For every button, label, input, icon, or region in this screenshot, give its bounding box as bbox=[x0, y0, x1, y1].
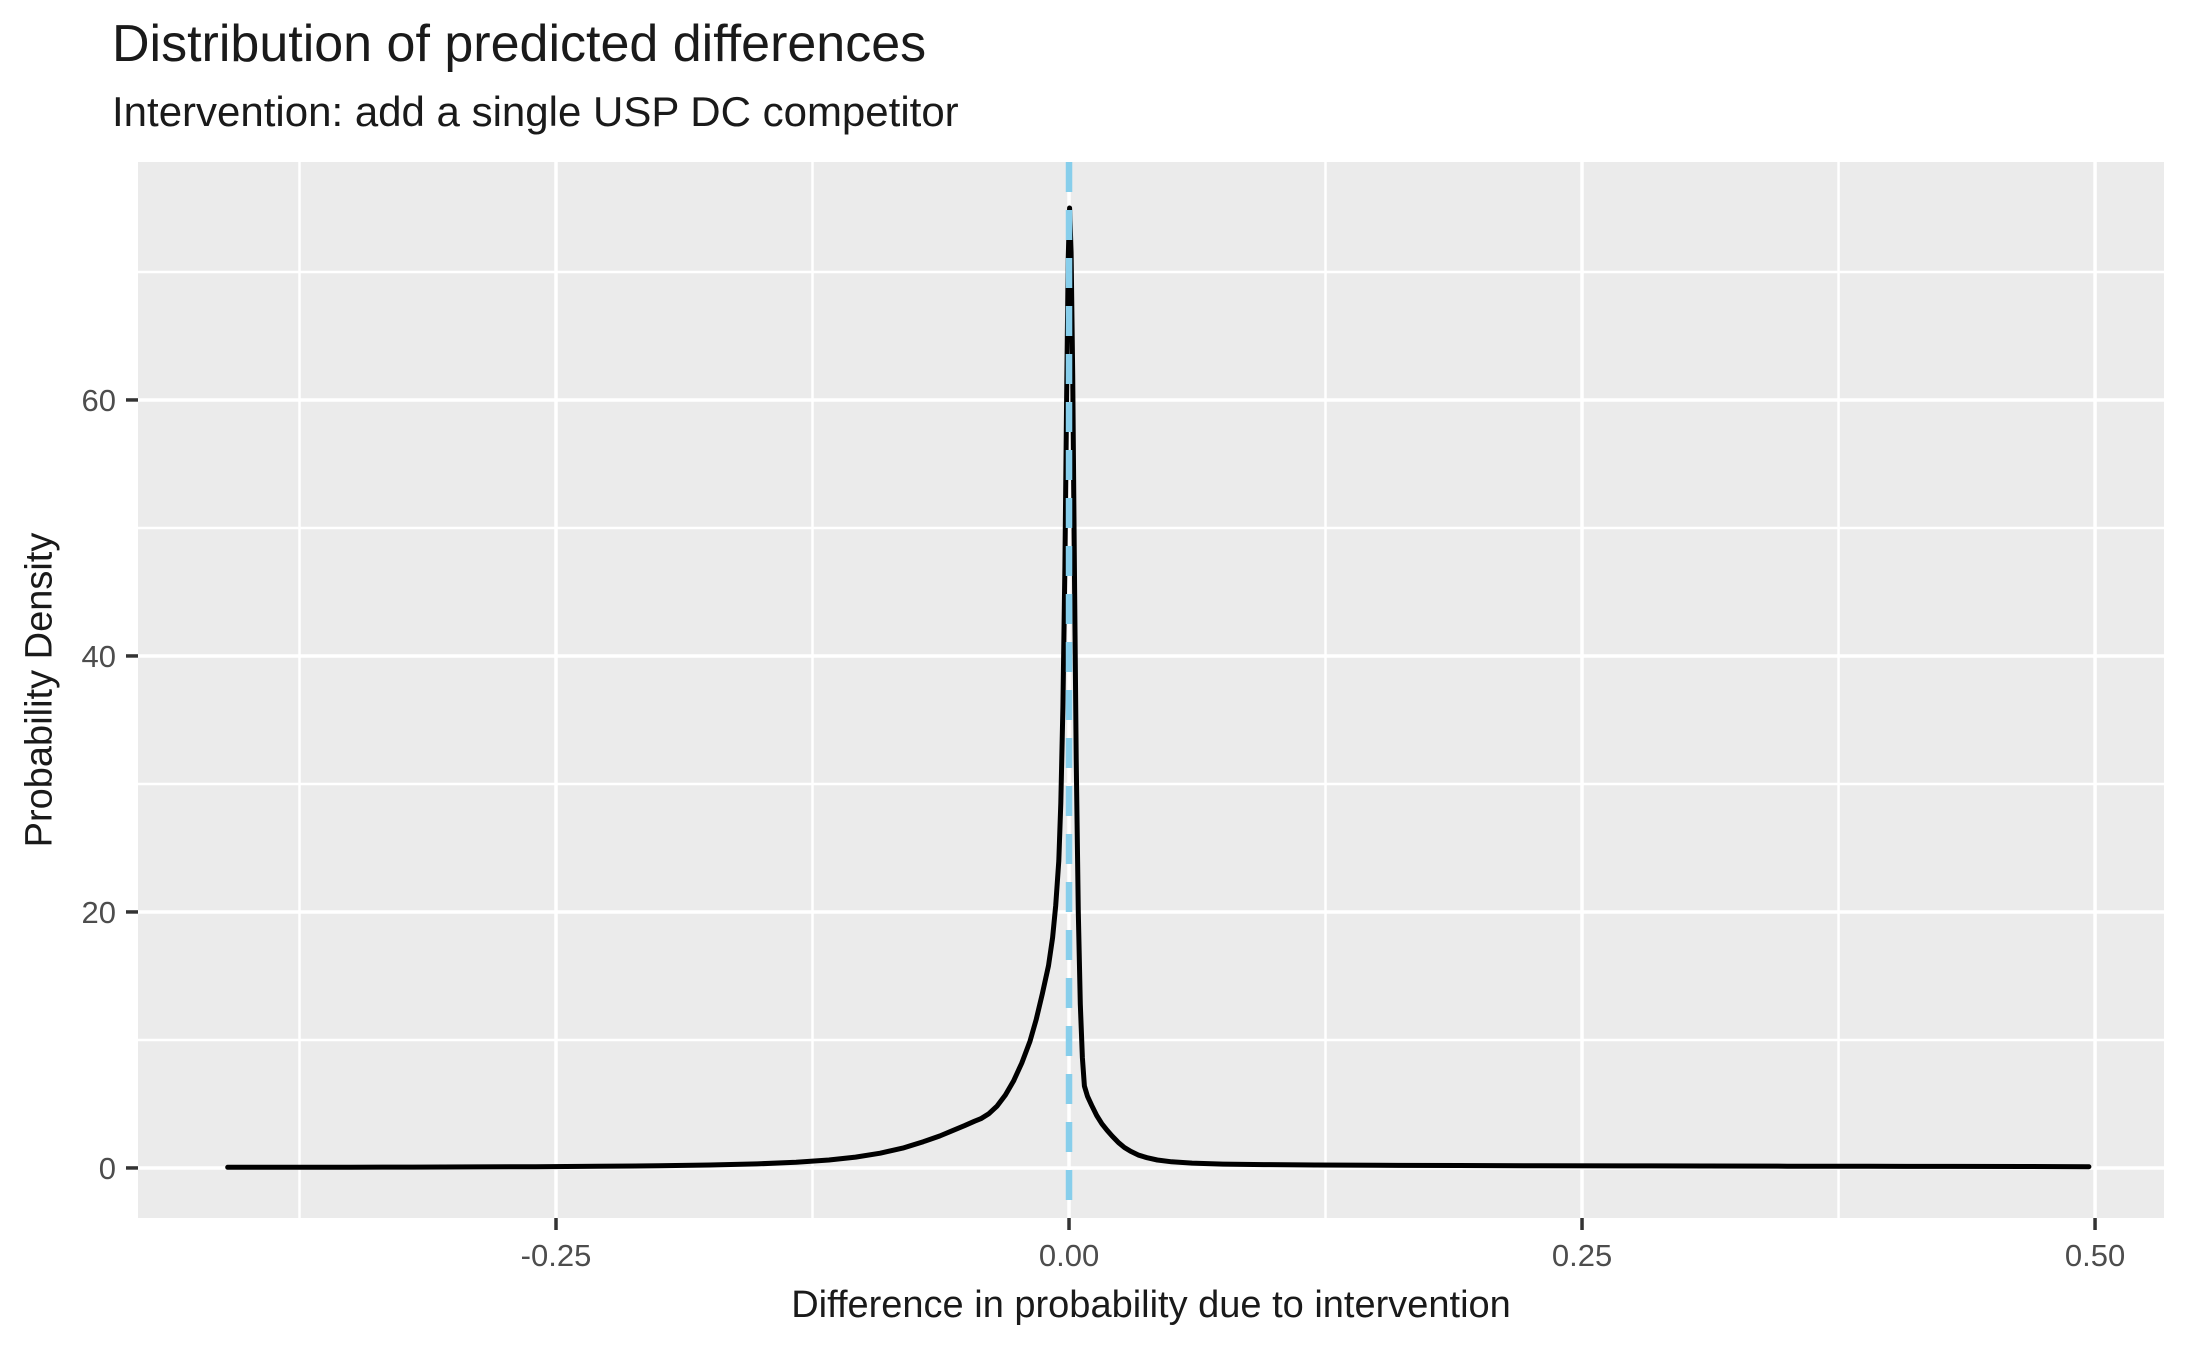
y-tick-label: 0 bbox=[99, 1151, 116, 1186]
panel-background bbox=[138, 162, 2164, 1218]
x-tick-label: -0.25 bbox=[521, 1238, 592, 1273]
x-tick-label: 0.00 bbox=[1039, 1238, 1099, 1273]
y-tick-label: 20 bbox=[82, 895, 116, 930]
x-tick-label: 0.50 bbox=[2065, 1238, 2125, 1273]
x-axis-title: Difference in probability due to interve… bbox=[791, 1284, 1511, 1326]
plot-subtitle: Intervention: add a single USP DC compet… bbox=[112, 88, 959, 135]
y-axis-title: Probability Density bbox=[18, 532, 61, 848]
plot-title: Distribution of predicted differences bbox=[112, 15, 927, 73]
y-tick-label: 60 bbox=[82, 383, 116, 418]
x-tick-label: 0.25 bbox=[1552, 1238, 1612, 1273]
y-tick-label: 40 bbox=[82, 639, 116, 674]
